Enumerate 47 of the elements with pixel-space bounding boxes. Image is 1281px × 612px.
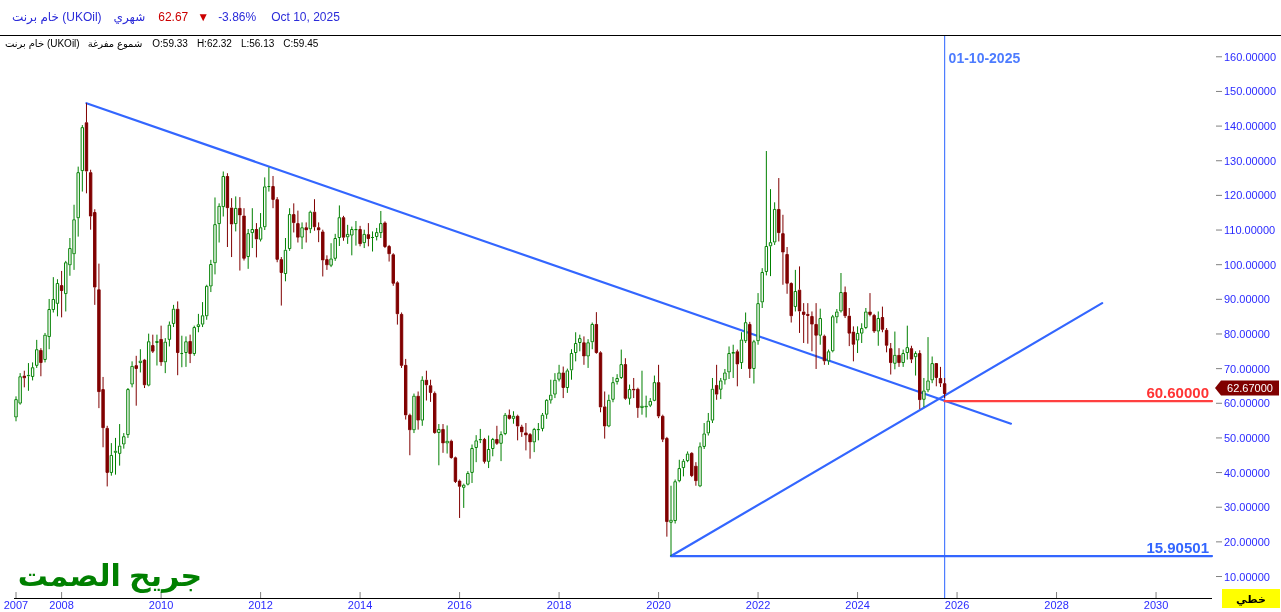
text: ▼ [197,10,210,24]
text: -3.86% [218,10,257,24]
y-tick-label: 50.00000 [1224,431,1270,444]
x-tick-label: 2016 [447,599,472,611]
text: 62.67000 [1227,382,1273,395]
x-tick-label: 2010 [148,599,174,611]
annotation: O:59.33 [152,37,189,49]
y-tick-label: 120.00000 [1224,189,1276,202]
y-tick-label: 130.00000 [1224,154,1276,167]
annotation: خام برنت (UKOil) [5,37,80,49]
y-tick-label: 10.00000 [1224,570,1270,583]
y-tick-label: 100.00000 [1224,258,1276,271]
y-tick-label: 70.00000 [1224,362,1270,375]
y-tick-label: 20.00000 [1224,535,1270,548]
y-tick-label: 60.00000 [1224,397,1270,410]
y-tick-label: 150.00000 [1224,85,1276,98]
annotation: جريح الصمت [17,559,203,593]
y-tick-label: 80.00000 [1224,327,1270,340]
chart-title: خام برنت (UKOil) [12,10,102,25]
x-tick-label: 2022 [745,599,771,611]
x-tick-label: 2028 [1044,599,1069,611]
annotation: شموع مفرغة [87,37,143,50]
y-tick-label: 40.00000 [1224,466,1270,479]
y-tick-label: 160.00000 [1224,50,1276,63]
y-tick-label: 90.00000 [1224,293,1270,306]
x-tick-label: 2020 [646,599,671,611]
x-tick-label: 2026 [944,599,970,611]
text: 62.67 [158,10,189,24]
annotation: H:62.32 [196,37,233,49]
x-tick-label: 2014 [347,599,373,611]
text: Oct 10, 2025 [271,10,341,24]
y-tick-label: 140.00000 [1224,120,1276,133]
annotation: 60.60000 [1146,384,1209,402]
x-tick-label: 2012 [248,599,273,611]
x-tick-label: 2007 [3,599,29,611]
annotation: L:56.13 [240,37,275,49]
annotation: 15.90501 [1146,539,1209,557]
ref-line-label: 01-10-2025 [948,50,1021,66]
annotation: C:59.45 [283,37,319,49]
x-tick-label: 2024 [845,599,870,611]
x-tick-label: 2030 [1143,599,1169,611]
text: شهري [113,10,146,25]
y-tick-label: 30.00000 [1224,501,1270,514]
y-tick-label: 110.00000 [1224,224,1276,237]
text: خطي [1236,592,1266,606]
x-tick-label: 2018 [546,599,572,611]
x-tick-label: 2008 [49,599,74,611]
